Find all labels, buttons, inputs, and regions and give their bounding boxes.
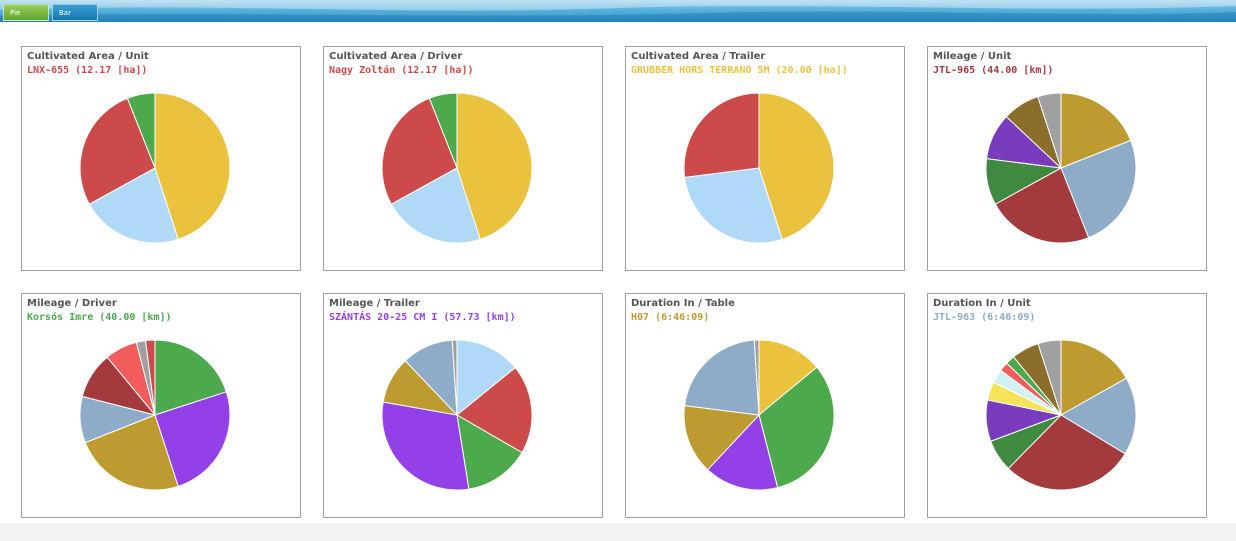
chart-title: Duration In / Table [631,298,735,309]
pie-chart [985,92,1137,244]
pie-slice-3[interactable] [381,97,458,205]
bottom-strip [0,523,1236,541]
pie-chart [79,92,231,244]
chart-subtitle: JTL-965 (44.00 [km]) [933,65,1054,76]
pie-slice-3[interactable] [994,167,1090,244]
pie-chart [683,92,835,244]
chart-title: Mileage / Driver [27,298,117,309]
chart-title: Cultivated Area / Trailer [631,51,766,62]
chart-title: Mileage / Trailer [329,298,420,309]
pie-slice-2[interactable] [154,391,231,487]
chart-panel-cultivated-area-unit: Cultivated Area / Unit LNX-655 (12.17 [h… [21,46,301,271]
chart-panel-duration-in-table: Duration In / Table H07 (6:46:09) [625,293,905,518]
header-wave-decoration [0,0,1236,22]
pie-slice-1[interactable] [1060,92,1132,169]
pie-slice-1[interactable] [154,339,227,416]
pie-chart [683,339,835,491]
pie-slice-2[interactable] [1060,377,1137,455]
chart-panel-cultivated-area-trailer: Cultivated Area / Trailer GRUBBER HORS T… [625,46,905,271]
chart-subtitle: SZÁNTÁS 20-25 CM I (57.73 [km]) [329,312,516,323]
pie-slice-1[interactable] [758,92,835,240]
pie-slice-6[interactable] [753,339,760,416]
chart-subtitle: JTL-963 (6:46:09) [933,312,1036,323]
chart-subtitle: H07 (6:46:09) [631,312,710,323]
pie-slice-3[interactable] [683,92,760,178]
charts-area: Cultivated Area / Unit LNX-655 (12.17 [h… [0,22,1236,523]
pie-slice-8[interactable] [145,339,156,416]
tab-bar-chars[interactable]: Bar chars [52,4,98,21]
pie-slice-7[interactable] [1037,92,1062,169]
pie-slice-2[interactable] [88,167,179,244]
chart-panel-mileage-driver: Mileage / Driver Korsós Imre (40.00 [km]… [21,293,301,518]
chart-panel-mileage-unit: Mileage / Unit JTL-965 (44.00 [km]) [927,46,1207,271]
tab-pie-charts[interactable]: Pie charts [3,4,49,21]
chart-title: Cultivated Area / Unit [27,51,149,62]
pie-chart [381,92,533,244]
chart-title: Duration In / Unit [933,298,1031,309]
chart-title: Mileage / Unit [933,51,1012,62]
pie-slice-4[interactable] [683,405,761,471]
pie-slice-1[interactable] [1060,339,1128,416]
pie-slice-7[interactable] [451,339,458,416]
pie-slice-4[interactable] [428,92,458,169]
chart-subtitle: LNX-655 (12.17 [ha]) [27,65,148,76]
top-toolbar: Pie charts Bar chars [0,0,1236,22]
pie-chart [79,339,231,491]
chart-panel-cultivated-area-driver: Cultivated Area / Driver Nagy Zoltán (12… [323,46,603,271]
pie-slice-3[interactable] [456,414,523,490]
chart-subtitle: Nagy Zoltán (12.17 [ha]) [329,65,474,76]
pie-slice-3[interactable] [706,413,779,491]
pie-slice-4[interactable] [126,92,156,169]
chart-title: Cultivated Area / Driver [329,51,463,62]
chart-subtitle: Korsós Imre (40.00 [km]) [27,312,172,323]
pie-slice-4[interactable] [381,401,470,491]
pie-slice-1[interactable] [154,92,231,240]
pie-slice-2[interactable] [390,167,481,244]
pie-slice-2[interactable] [684,167,783,244]
pie-slice-11[interactable] [1037,339,1062,416]
pie-slice-1[interactable] [456,92,533,240]
chart-panel-mileage-trailer: Mileage / Trailer SZÁNTÁS 20-25 CM I (57… [323,293,603,518]
pie-slice-2[interactable] [758,366,835,489]
pie-slice-2[interactable] [1060,139,1137,239]
pie-slice-1[interactable] [456,339,516,417]
pie-slice-3[interactable] [79,97,156,205]
pie-chart [381,339,533,491]
pie-slice-5[interactable] [684,339,760,416]
pie-slice-2[interactable] [456,367,533,454]
pie-slice-1[interactable] [758,339,818,417]
pie-slice-3[interactable] [1007,414,1126,491]
chart-subtitle: GRUBBER HORS TERRANO 5M (20.00 [ha]) [631,65,848,76]
chart-panel-duration-in-unit: Duration In / Unit JTL-963 (6:46:09) [927,293,1207,518]
pie-chart [985,339,1137,491]
